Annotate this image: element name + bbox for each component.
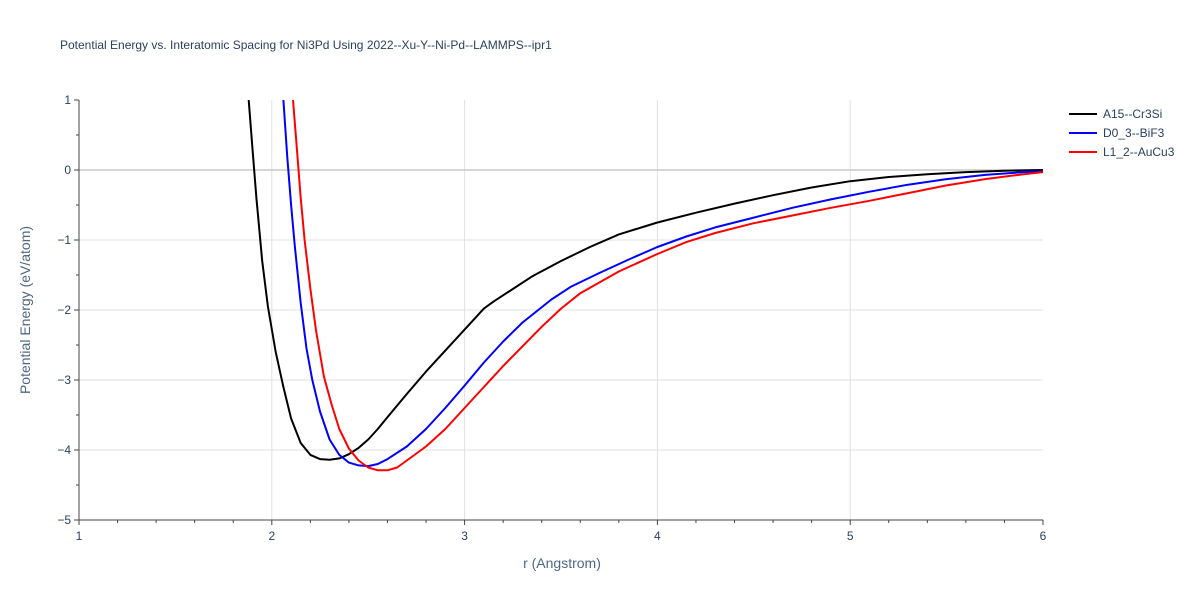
chart-title: Potential Energy vs. Interatomic Spacing…	[60, 38, 552, 52]
y-tick-label: 1	[64, 93, 71, 107]
y-tick-label: −2	[57, 303, 71, 317]
legend[interactable]: A15--Cr3Si D0_3--BiF3 L1_2--AuCu3	[1069, 107, 1175, 159]
x-tick-label: 5	[847, 529, 854, 543]
series-line-2	[292, 100, 1043, 472]
x-tick-label: 1	[76, 529, 83, 543]
x-axis-title: r (Angstrom)	[523, 555, 601, 571]
legend-label: L1_2--AuCu3	[1103, 145, 1175, 159]
y-tick-label: 0	[64, 163, 71, 177]
x-tick-label: 2	[268, 529, 275, 543]
legend-label: A15--Cr3Si	[1103, 107, 1162, 121]
x-tick-label: 6	[1040, 529, 1047, 543]
y-axis-title: Potential Energy (eV/atom)	[17, 226, 33, 394]
axes	[74, 99, 1044, 525]
tick-labels: 1 2 3 4 5 6 1 0 −1 −2 −3 −4 −5	[57, 93, 1046, 543]
legend-item-1[interactable]: D0_3--BiF3	[1069, 126, 1165, 140]
legend-label: D0_3--BiF3	[1103, 126, 1165, 140]
y-tick-label: −4	[57, 443, 71, 457]
legend-item-0[interactable]: A15--Cr3Si	[1069, 107, 1162, 121]
x-tick-label: 4	[654, 529, 661, 543]
y-tick-label: −1	[57, 233, 71, 247]
x-tick-label: 3	[461, 529, 468, 543]
legend-item-2[interactable]: L1_2--AuCu3	[1069, 145, 1175, 159]
series-line-0	[247, 100, 1043, 461]
series-line-1	[282, 100, 1043, 468]
y-tick-label: −5	[57, 513, 71, 527]
series-lines	[247, 100, 1043, 472]
y-tick-label: −3	[57, 373, 71, 387]
